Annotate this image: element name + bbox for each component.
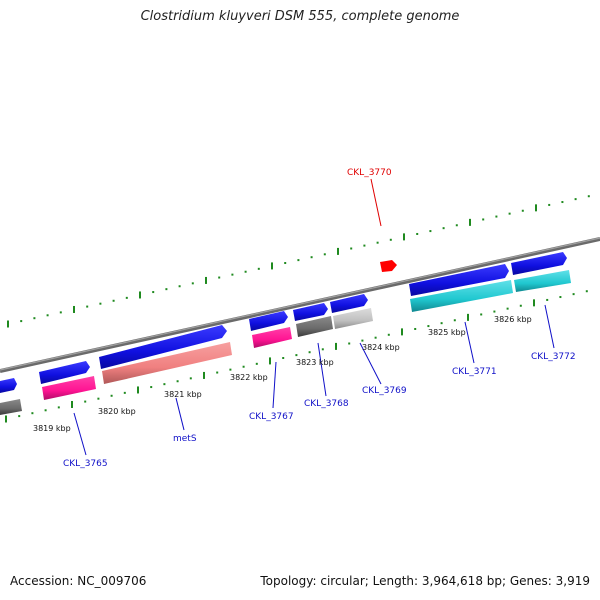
- kbp-label-3824: 3824 kbp: [362, 343, 400, 352]
- kbp-label-3822: 3822 kbp: [230, 373, 268, 382]
- leader-ckl3767: [272, 361, 277, 409]
- kbp-label-3821: 3821 kbp: [164, 390, 202, 399]
- gene-bar-3772[interactable]: [514, 270, 571, 292]
- gene-bar-mets[interactable]: [102, 342, 232, 384]
- cds-arrow-3764[interactable]: [0, 378, 17, 393]
- gene-label-ckl3771[interactable]: CKL_3771: [452, 367, 497, 377]
- kbp-label-3825: 3825 kbp: [428, 328, 466, 337]
- inner-tick-row: [5, 290, 588, 423]
- cds-arrow-mets[interactable]: [99, 325, 227, 369]
- gene-labels: CKL_3770 CKL_3765 metS CKL_3767 CKL_3768…: [63, 168, 576, 469]
- kbp-label-3820: 3820 kbp: [98, 407, 136, 416]
- cds-arrow-3765[interactable]: [39, 361, 90, 384]
- leader-ckl3772: [544, 304, 555, 349]
- kbp-labels: 3819 kbp 3820 kbp 3821 kbp 3822 kbp 3823…: [33, 315, 532, 433]
- gene-track: [0, 270, 571, 415]
- gene-bar-3769[interactable]: [333, 308, 373, 329]
- gene-bar-3767[interactable]: [252, 327, 292, 348]
- genome-backbone: [0, 237, 600, 373]
- gene-label-ckl3770[interactable]: CKL_3770: [347, 168, 392, 178]
- cds-arrow-3768[interactable]: [293, 303, 328, 321]
- leader-ckl3770: [370, 178, 382, 227]
- kbp-label-3826: 3826 kbp: [494, 315, 532, 324]
- gene-bar-3765[interactable]: [42, 376, 96, 400]
- leader-ckl3769: [359, 342, 382, 385]
- genome-backbone-highlight: [0, 237, 600, 371]
- cds-arrow-3769[interactable]: [330, 294, 368, 313]
- gene-label-ckl3768[interactable]: CKL_3768: [304, 399, 349, 409]
- gene-label-ckl3772[interactable]: CKL_3772: [531, 352, 576, 362]
- cds-blue-track: [0, 252, 567, 393]
- gene-bar-3771[interactable]: [410, 280, 513, 312]
- feature-ckl3770[interactable]: [380, 260, 397, 272]
- gene-label-mets[interactable]: metS: [173, 434, 197, 444]
- kbp-label-3823: 3823 kbp: [296, 358, 334, 367]
- map-title: Clostridium kluyveri DSM 555, complete g…: [140, 9, 460, 24]
- outer-tick-row: [7, 195, 590, 328]
- gene-label-ckl3769[interactable]: CKL_3769: [362, 386, 407, 396]
- leader-ckl3768: [317, 342, 327, 397]
- accession-text: Accession: NC_009706: [10, 574, 147, 588]
- leader-ckl3771: [464, 321, 475, 364]
- cds-arrow-3767[interactable]: [249, 311, 288, 331]
- gene-label-ckl3767[interactable]: CKL_3767: [249, 412, 294, 422]
- gene-label-ckl3765[interactable]: CKL_3765: [63, 459, 108, 469]
- genome-summary-text: Topology: circular; Length: 3,964,618 bp…: [260, 574, 590, 588]
- leader-ckl3765: [73, 412, 87, 456]
- kbp-label-3819: 3819 kbp: [33, 424, 71, 433]
- leader-mets: [175, 397, 185, 431]
- cds-arrow-3772[interactable]: [511, 252, 567, 275]
- gene-bar-3764[interactable]: [0, 399, 22, 415]
- gene-bar-3768[interactable]: [296, 316, 333, 337]
- leader-lines: [73, 178, 555, 456]
- cds-arrow-3771[interactable]: [409, 264, 509, 296]
